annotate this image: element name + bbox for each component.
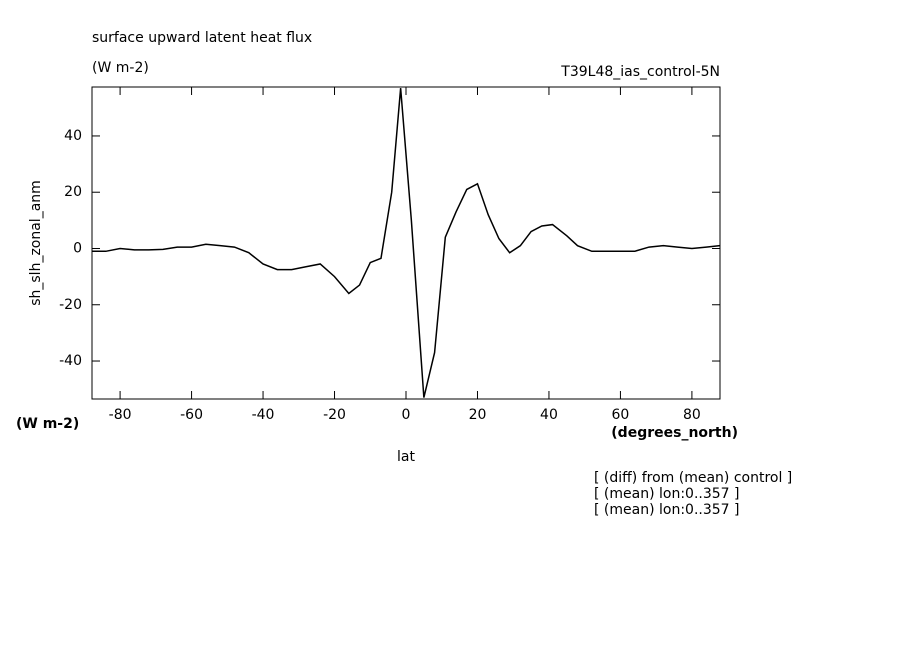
x-units: (degrees_north) [611,425,738,441]
x-tick-label: -60 [180,407,203,423]
chart-title: surface upward latent heat flux [92,30,312,46]
x-tick-label: 60 [612,407,630,423]
note: [ (mean) lon:0..357 ] [594,486,739,502]
x-axis-label: lat [397,449,415,465]
y-tick-label: 40 [64,128,82,144]
x-tick-label: -80 [109,407,132,423]
x-tick-label: 20 [469,407,487,423]
note: [ (diff) from (mean) control ] [594,470,792,486]
y-tick-label: 0 [73,240,82,256]
x-tick-label: -40 [252,407,275,423]
run-label: T39L48_ias_control-5N [560,64,720,80]
chart-subtitle: (W m-2) [92,60,149,76]
data-line [92,88,721,398]
plot-frame [91,86,721,400]
y-tick-label: 20 [64,184,82,200]
x-tick-label: 0 [402,407,411,423]
y-tick-label: -40 [59,353,82,369]
x-tick-label: -20 [323,407,346,423]
y-tick-label: -20 [59,297,82,313]
y-axis-label: sh_slh_zonal_anm [28,180,44,306]
y-units: (W m-2) [16,416,79,432]
x-tick-label: 80 [683,407,701,423]
note: [ (mean) lon:0..357 ] [594,502,739,518]
x-tick-label: 40 [540,407,558,423]
